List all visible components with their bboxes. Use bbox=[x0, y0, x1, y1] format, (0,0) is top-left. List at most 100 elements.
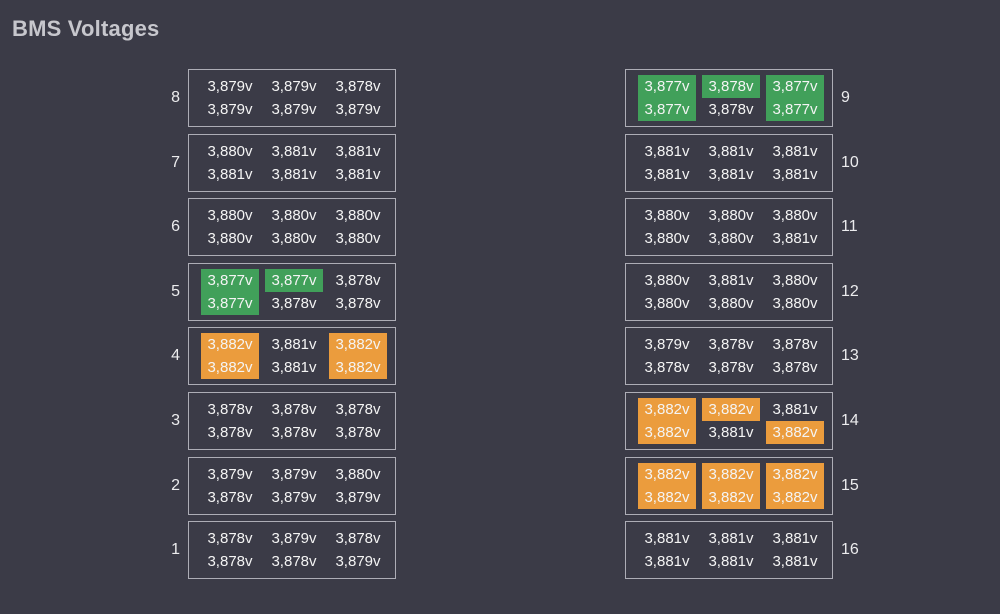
voltage-cell: 3,878v bbox=[207, 553, 253, 571]
voltage-cell: 3,880v bbox=[772, 271, 818, 289]
cell-column: 3,881v 3,881v bbox=[766, 527, 824, 578]
voltage-cell: 3,879v bbox=[271, 530, 317, 548]
module-row: 6 3,880v 3,880v 3,880v 3,880v 3,880v 3,8… bbox=[150, 198, 396, 257]
modules-column-left: 8 3,879v 3,879v 3,879v 3,879v 3,878v 3,8… bbox=[150, 69, 396, 586]
voltage-cell: 3,881v bbox=[708, 530, 754, 548]
voltage-cell: 3,881v bbox=[271, 165, 317, 183]
voltage-cell: 3,877v bbox=[638, 75, 696, 98]
cell-column: 3,878v 3,879v bbox=[329, 527, 387, 578]
voltage-cell: 3,882v bbox=[702, 397, 760, 421]
cell-column: 3,879v 3,879v bbox=[201, 75, 259, 126]
cell-column: 3,881v 3,881v bbox=[638, 140, 696, 191]
voltage-cell: 3,879v bbox=[207, 101, 253, 118]
voltage-cell: 3,881v bbox=[708, 423, 754, 441]
module-row: 8 3,879v 3,879v 3,879v 3,879v 3,878v 3,8… bbox=[150, 69, 396, 127]
module-voltage-box: 3,881v 3,881v 3,881v 3,881v 3,881v 3,881… bbox=[625, 521, 833, 580]
voltage-cell: 3,880v bbox=[708, 294, 754, 312]
voltage-cell: 3,879v bbox=[271, 488, 317, 506]
cell-column: 3,877v 3,878v bbox=[265, 268, 323, 320]
module-row: 4 3,882v 3,882v 3,881v 3,881v 3,882v 3,8… bbox=[150, 327, 396, 386]
cell-column: 3,881v 3,882v bbox=[766, 398, 824, 449]
module-number: 7 bbox=[171, 153, 180, 171]
module-row: 13 3,879v 3,878v 3,878v 3,878v 3,878v 3,… bbox=[625, 327, 871, 386]
cell-column: 3,878v 3,878v bbox=[265, 398, 323, 449]
cell-column: 3,882v 3,882v bbox=[702, 462, 760, 514]
cell-column: 3,878v 3,878v bbox=[201, 527, 259, 578]
voltage-cell: 3,880v bbox=[335, 230, 381, 248]
voltage-cell: 3,878v bbox=[335, 423, 381, 441]
voltage-cell: 3,880v bbox=[644, 294, 690, 312]
voltage-cell: 3,878v bbox=[708, 359, 754, 377]
module-number: 16 bbox=[841, 541, 859, 559]
voltage-cell: 3,880v bbox=[335, 207, 381, 225]
voltage-cell: 3,882v bbox=[638, 420, 696, 444]
voltage-cell: 3,878v bbox=[207, 488, 253, 506]
voltage-cell: 3,879v bbox=[644, 336, 690, 354]
module-row: 5 3,877v 3,877v 3,877v 3,878v 3,878v 3,8… bbox=[150, 262, 396, 321]
module-voltage-box: 3,882v 3,882v 3,882v 3,881v 3,881v 3,882… bbox=[625, 391, 833, 450]
module-row: 2 3,879v 3,878v 3,879v 3,879v 3,880v 3,8… bbox=[150, 456, 396, 515]
module-voltage-box: 3,877v 3,877v 3,877v 3,878v 3,878v 3,878… bbox=[188, 262, 396, 321]
voltage-cell: 3,878v bbox=[702, 75, 760, 98]
cell-column: 3,878v 3,878v bbox=[329, 269, 387, 320]
voltage-cell: 3,880v bbox=[207, 207, 253, 225]
cell-column: 3,881v 3,881v bbox=[329, 140, 387, 191]
module-number: 13 bbox=[841, 347, 859, 365]
voltage-cell: 3,877v bbox=[265, 268, 323, 292]
voltage-cell: 3,877v bbox=[766, 98, 824, 121]
cell-column: 3,881v 3,881v bbox=[702, 140, 760, 191]
voltage-cell: 3,880v bbox=[708, 230, 754, 248]
cell-column: 3,877v 3,877v bbox=[201, 268, 259, 320]
cell-column: 3,879v 3,879v bbox=[265, 463, 323, 514]
voltage-cell: 3,882v bbox=[766, 420, 824, 444]
voltage-cell: 3,881v bbox=[271, 359, 317, 377]
cell-column: 3,882v 3,882v bbox=[766, 462, 824, 514]
voltage-cell: 3,879v bbox=[335, 101, 381, 118]
voltage-cell: 3,881v bbox=[708, 142, 754, 160]
voltage-cell: 3,878v bbox=[335, 294, 381, 312]
voltage-cell: 3,880v bbox=[644, 207, 690, 225]
voltage-cell: 3,878v bbox=[644, 359, 690, 377]
module-row: 11 3,880v 3,880v 3,880v 3,880v 3,880v 3,… bbox=[625, 198, 871, 257]
voltage-cell: 3,878v bbox=[207, 423, 253, 441]
cell-column: 3,881v 3,880v bbox=[702, 269, 760, 320]
cell-column: 3,878v 3,878v bbox=[201, 398, 259, 449]
voltage-cell: 3,881v bbox=[772, 553, 818, 571]
module-row: 1 3,878v 3,878v 3,879v 3,878v 3,878v 3,8… bbox=[150, 521, 396, 580]
voltage-cell: 3,881v bbox=[644, 165, 690, 183]
cell-column: 3,879v 3,878v bbox=[638, 333, 696, 384]
cell-column: 3,881v 3,881v bbox=[638, 527, 696, 578]
voltage-cell: 3,878v bbox=[207, 530, 253, 548]
cell-column: 3,882v 3,882v bbox=[638, 397, 696, 449]
voltage-cell: 3,882v bbox=[702, 485, 760, 509]
cell-column: 3,880v 3,880v bbox=[766, 269, 824, 320]
cell-column: 3,878v 3,878v bbox=[329, 398, 387, 449]
voltage-cell: 3,878v bbox=[335, 530, 381, 548]
voltage-cell: 3,881v bbox=[772, 142, 818, 160]
voltage-cell: 3,878v bbox=[772, 359, 818, 377]
page-title: BMS Voltages bbox=[12, 16, 160, 41]
voltage-cell: 3,880v bbox=[207, 142, 253, 160]
module-voltage-box: 3,880v 3,880v 3,880v 3,880v 3,880v 3,881… bbox=[625, 198, 833, 257]
module-voltage-box: 3,882v 3,882v 3,881v 3,881v 3,882v 3,882… bbox=[188, 327, 396, 386]
cell-column: 3,880v 3,881v bbox=[766, 204, 824, 255]
voltage-cell: 3,878v bbox=[772, 336, 818, 354]
voltage-cell: 3,882v bbox=[766, 485, 824, 509]
voltage-cell: 3,880v bbox=[271, 230, 317, 248]
voltage-cell: 3,879v bbox=[207, 465, 253, 483]
voltage-cell: 3,880v bbox=[772, 207, 818, 225]
cell-column: 3,881v 3,881v bbox=[265, 333, 323, 384]
cell-column: 3,880v 3,881v bbox=[201, 140, 259, 191]
module-voltage-box: 3,882v 3,882v 3,882v 3,882v 3,882v 3,882… bbox=[625, 456, 833, 515]
voltage-cell: 3,880v bbox=[644, 230, 690, 248]
modules-column-right: 9 3,877v 3,877v 3,878v 3,878v 3,877v 3,8… bbox=[625, 69, 871, 586]
module-number: 5 bbox=[171, 282, 180, 300]
voltage-cell: 3,878v bbox=[708, 336, 754, 354]
voltage-cell: 3,879v bbox=[335, 553, 381, 571]
voltage-cell: 3,879v bbox=[271, 465, 317, 483]
module-number: 8 bbox=[171, 89, 180, 106]
voltage-cell: 3,880v bbox=[772, 294, 818, 312]
voltage-cell: 3,878v bbox=[271, 294, 317, 312]
voltage-cell: 3,878v bbox=[335, 400, 381, 418]
voltage-cell: 3,882v bbox=[329, 333, 387, 357]
